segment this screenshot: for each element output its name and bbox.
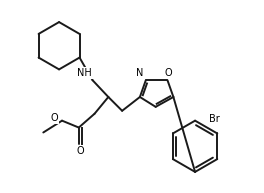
Text: O: O bbox=[50, 113, 58, 123]
Text: O: O bbox=[77, 146, 84, 156]
Text: O: O bbox=[165, 68, 172, 78]
Text: N: N bbox=[136, 68, 144, 78]
Text: NH: NH bbox=[77, 68, 92, 78]
Text: Br: Br bbox=[209, 114, 220, 124]
